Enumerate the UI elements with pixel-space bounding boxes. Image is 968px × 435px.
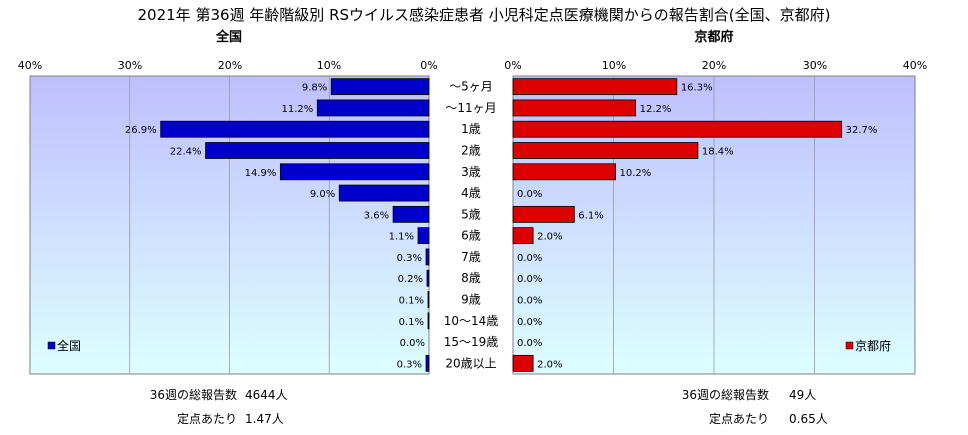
- right-legend: 京都府: [845, 338, 891, 353]
- national-bar: [426, 269, 430, 287]
- national-value-label: 0.0%: [400, 338, 425, 349]
- left-tick-label: 30%: [118, 59, 142, 72]
- kyoto-bar: [512, 205, 575, 223]
- national-bar: [427, 312, 430, 330]
- category-label: 6歳: [461, 229, 481, 243]
- kyoto-value-label: 32.7%: [846, 125, 878, 136]
- category-label: 10〜14歳: [444, 314, 499, 328]
- kyoto-value-label: 0.0%: [517, 296, 542, 307]
- kyoto-bar: [512, 354, 534, 372]
- category-label: 〜11ヶ月: [445, 101, 496, 115]
- right-footer-total-value: 49人: [789, 388, 816, 402]
- category-label: 7歳: [461, 250, 481, 264]
- national-value-label: 3.6%: [364, 210, 389, 221]
- left-tick-label: 10%: [317, 59, 341, 72]
- national-value-label: 9.8%: [302, 83, 327, 94]
- right-footer-total-label: 36週の総報告数: [682, 387, 769, 402]
- right-footer-per-label: 定点あたり: [709, 411, 769, 426]
- left-tick-label: 40%: [18, 59, 42, 72]
- kyoto-value-label: 18.4%: [702, 147, 734, 158]
- kyoto-value-label: 12.2%: [640, 104, 672, 115]
- left-footer-per-value: 1.47人: [245, 412, 284, 426]
- kyoto-value-label: 2.0%: [537, 232, 562, 243]
- right-tick-label: 10%: [602, 59, 626, 72]
- national-value-label: 0.2%: [398, 274, 423, 285]
- left-legend-label: 全国: [57, 338, 81, 353]
- national-value-label: 14.9%: [245, 168, 277, 179]
- right-tick-label: 20%: [702, 59, 726, 72]
- national-bar: [338, 184, 430, 202]
- national-bar: [425, 248, 430, 266]
- national-bar: [279, 163, 430, 181]
- kyoto-bar: [512, 99, 637, 117]
- kyoto-value-label: 10.2%: [620, 168, 652, 179]
- kyoto-value-label: 2.0%: [537, 359, 562, 370]
- kyoto-bar: [512, 142, 699, 159]
- left-legend: 全国: [47, 338, 81, 353]
- right-legend-swatch: [845, 341, 854, 350]
- national-value-label: 22.4%: [170, 147, 202, 158]
- category-label: 3歳: [461, 165, 481, 179]
- category-label: 〜5ヶ月: [449, 80, 493, 94]
- left-footer-total-value: 4644人: [245, 388, 288, 402]
- category-label: 9歳: [461, 293, 481, 307]
- national-bar: [205, 142, 430, 159]
- category-label: 1歳: [461, 122, 481, 136]
- left-panel-title: 全国: [215, 29, 242, 45]
- right-axis-ticks: 0% 10% 20% 30% 40%: [504, 59, 927, 72]
- national-value-label: 0.1%: [399, 296, 424, 307]
- left-footer: 36週の総報告数 4644人 定点あたり 1.47人: [150, 387, 288, 426]
- right-legend-label: 京都府: [855, 338, 891, 353]
- category-label: 5歳: [461, 207, 481, 221]
- national-bar: [427, 291, 430, 308]
- national-value-label: 26.9%: [125, 125, 157, 136]
- national-value-label: 9.0%: [310, 189, 335, 200]
- kyoto-value-label: 0.0%: [517, 317, 542, 328]
- category-label: 15〜19歳: [444, 335, 499, 349]
- national-bar: [330, 78, 430, 96]
- left-tick-label: 0%: [420, 59, 437, 72]
- national-value-label: 0.3%: [397, 359, 422, 370]
- kyoto-bar: [512, 120, 843, 138]
- national-bar: [316, 99, 430, 117]
- national-value-label: 0.1%: [399, 317, 424, 328]
- national-value-label: 0.3%: [397, 253, 422, 264]
- chart-title: 2021年 第36週 年齢階級別 RSウイルス感染症患者 小児科定点医療機関から…: [138, 6, 831, 24]
- national-value-label: 11.2%: [281, 104, 313, 115]
- category-label: 2歳: [461, 144, 481, 158]
- kyoto-bar: [512, 227, 534, 245]
- kyoto-value-label: 6.1%: [578, 210, 603, 221]
- left-axis-ticks: 40% 30% 20% 10% 0%: [18, 59, 438, 72]
- kyoto-value-label: 0.0%: [517, 189, 542, 200]
- left-legend-swatch: [47, 341, 56, 350]
- right-tick-label: 40%: [903, 59, 927, 72]
- national-bar: [417, 227, 430, 245]
- kyoto-value-label: 16.3%: [681, 83, 713, 94]
- category-label: 4歳: [461, 186, 481, 200]
- left-footer-per-label: 定点あたり: [177, 411, 237, 426]
- national-bar: [425, 354, 430, 372]
- kyoto-value-label: 0.0%: [517, 253, 542, 264]
- left-footer-total-label: 36週の総報告数: [150, 387, 237, 402]
- category-label: 8歳: [461, 271, 481, 285]
- right-tick-label: 30%: [803, 59, 827, 72]
- kyoto-value-label: 0.0%: [517, 338, 542, 349]
- category-labels: 〜5ヶ月〜11ヶ月 1歳 2歳 3歳 4歳 5歳 6歳 7歳 8歳 9歳 10〜14歳 15〜19歳 2…: [444, 80, 499, 371]
- right-panel-title: 京都府: [694, 29, 733, 45]
- kyoto-value-label: 0.0%: [517, 274, 542, 285]
- category-label: 20歳以上: [445, 356, 496, 370]
- national-bar: [392, 205, 430, 223]
- right-footer: 36週の総報告数 49人 定点あたり 0.65人: [682, 387, 828, 426]
- kyoto-bar: [512, 163, 616, 181]
- right-tick-label: 0%: [504, 59, 521, 72]
- left-bars: 9.8% 11.2% 26.9% 22.4% 14.9% 9.0% 3.6%1.1% 0.3%…: [125, 78, 430, 372]
- national-value-label: 1.1%: [389, 232, 414, 243]
- kyoto-bar: [512, 78, 678, 96]
- national-bar: [160, 120, 430, 138]
- right-footer-per-value: 0.65人: [789, 412, 828, 426]
- right-bars: 16.3% 12.2% 32.7% 18.4% 10.2% 0.0% 6.1% 2.0% 0.0…: [512, 78, 878, 372]
- left-tick-label: 20%: [218, 59, 242, 72]
